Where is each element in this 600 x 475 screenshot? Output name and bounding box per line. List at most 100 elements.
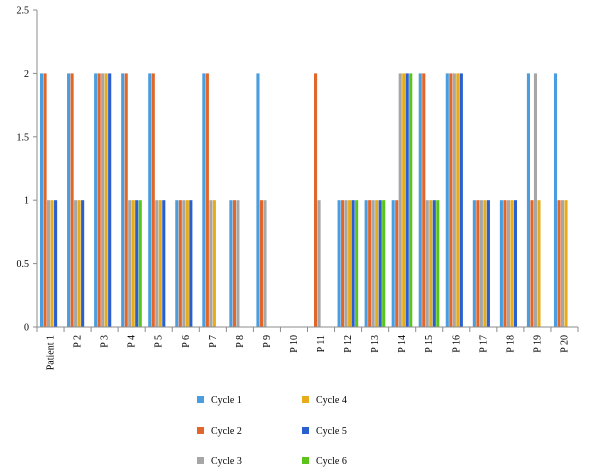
- legend-label: Cycle 5: [316, 426, 347, 437]
- bar: [162, 200, 166, 327]
- bar: [108, 73, 112, 328]
- bar: [175, 200, 179, 327]
- y-tick-label: 0.5: [17, 259, 30, 270]
- x-tick-label: P 17: [478, 335, 489, 353]
- bar: [185, 200, 189, 327]
- x-tick-label: P 16: [451, 335, 462, 353]
- bar: [395, 200, 399, 327]
- legend-swatch: [302, 396, 309, 403]
- bar: [402, 73, 406, 328]
- bar: [182, 200, 186, 327]
- x-tick-label: P 2: [73, 335, 84, 348]
- x-axis: Patient 1 P 2 P 3 P 4 P 5 P 6 P 7 P 8 P 9 P 10 P 1…: [36, 326, 579, 370]
- bar: [445, 73, 449, 328]
- bar: [483, 200, 487, 327]
- bar: [476, 200, 480, 327]
- bar: [155, 200, 159, 327]
- bar: [104, 73, 108, 328]
- bar: [189, 200, 193, 327]
- bar: [425, 200, 429, 327]
- legend-swatch: [197, 427, 204, 434]
- bar: [456, 73, 460, 328]
- series-1: [40, 73, 558, 328]
- x-tick-label: P 8: [235, 335, 246, 348]
- bar: [128, 200, 132, 327]
- legend-label: Cycle 1: [211, 395, 242, 406]
- legend-label: Cycle 6: [316, 456, 347, 467]
- x-tick-label: P 13: [370, 335, 381, 353]
- bar: [371, 200, 375, 327]
- bar: [364, 200, 368, 327]
- bar: [138, 200, 142, 327]
- bar: [317, 200, 321, 327]
- y-tick-label: 0: [24, 323, 29, 334]
- y-axis: 0 0.5 1 1.5 2 2.5: [17, 6, 38, 334]
- bar: [553, 73, 558, 328]
- bar: [409, 73, 413, 328]
- x-tick-label: P 15: [424, 335, 435, 353]
- bar: [557, 200, 561, 327]
- legend-item: Cycle 1: [197, 395, 242, 406]
- bar: [436, 200, 440, 327]
- x-tick-label: P 12: [343, 335, 354, 353]
- x-tick-label: P 7: [208, 335, 219, 348]
- series-5: [54, 73, 517, 328]
- bar: [101, 73, 105, 328]
- bar: [121, 73, 125, 328]
- bar: [486, 200, 490, 327]
- y-tick-label: 2.5: [17, 6, 30, 17]
- bar: [148, 73, 152, 328]
- series-2: [43, 73, 561, 328]
- bar: [209, 200, 213, 327]
- legend-item: Cycle 2: [197, 426, 242, 437]
- bar: [422, 73, 426, 328]
- bar: [337, 200, 341, 327]
- bar: [499, 200, 503, 327]
- bar: [510, 200, 514, 327]
- x-tick-label: P 10: [289, 335, 300, 353]
- bar: [537, 200, 541, 327]
- x-tick-label: P 18: [505, 335, 516, 353]
- legend-swatch: [197, 396, 204, 403]
- legend-label: Cycle 2: [211, 426, 242, 437]
- bar: [54, 200, 58, 327]
- y-tick-label: 2: [24, 69, 29, 80]
- bar: [341, 200, 345, 327]
- bar: [151, 73, 155, 328]
- bar: [526, 73, 531, 328]
- bar: [452, 73, 456, 328]
- bar: [158, 200, 162, 327]
- bar: [229, 200, 233, 327]
- legend-item: Cycle 3: [197, 456, 242, 467]
- x-tick-label: P 19: [532, 335, 543, 353]
- bar: [513, 200, 517, 327]
- bar: [375, 200, 379, 327]
- bar: [506, 200, 510, 327]
- bar: [391, 200, 395, 327]
- bar: [236, 200, 240, 327]
- series-3: [47, 73, 565, 328]
- bar: [398, 73, 402, 328]
- bar: [378, 200, 382, 327]
- series-6: [138, 73, 440, 328]
- bar: [530, 200, 534, 327]
- bar: [77, 200, 81, 327]
- bar: [70, 73, 74, 328]
- bar: [178, 200, 182, 327]
- bar: [432, 200, 436, 327]
- bar: [479, 200, 483, 327]
- bar: [344, 200, 348, 327]
- legend-swatch: [197, 457, 204, 464]
- bar: [97, 73, 101, 328]
- series-4: [50, 73, 568, 328]
- legend-swatch: [302, 457, 309, 464]
- x-tick-label: P 20: [559, 335, 570, 353]
- bar: [74, 200, 78, 327]
- y-tick-label: 1.5: [17, 132, 30, 143]
- x-tick-label: P 4: [127, 335, 138, 348]
- bar: [564, 200, 568, 327]
- bar: [560, 200, 565, 327]
- x-tick-label: P 11: [316, 335, 327, 352]
- plot-area: [40, 73, 568, 328]
